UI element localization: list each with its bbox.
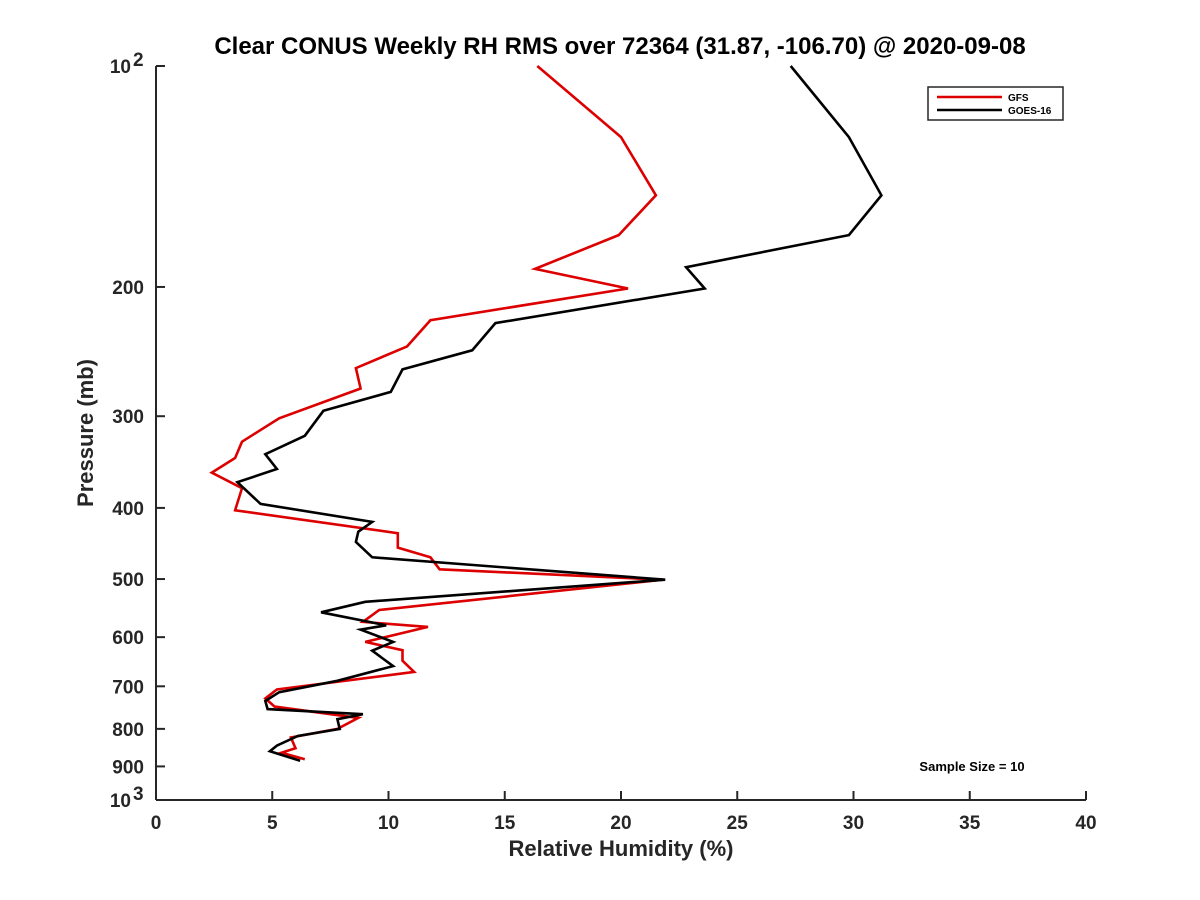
legend-box (927, 86, 1064, 121)
sample-size-annotation: Sample Size = 10 (919, 759, 1024, 774)
x-tick-label: 0 (151, 813, 162, 834)
y-tick-label: 900 (112, 757, 144, 778)
y-tick-label: 600 (112, 628, 144, 649)
series-layer (209, 65, 883, 762)
y-tick-exponent: 2 (133, 50, 144, 71)
legend-label-gfs: GFS (1008, 93, 1029, 104)
x-tick-label: 15 (494, 813, 516, 834)
series-line-goes16 (234, 65, 883, 762)
y-tick-label: 400 (112, 499, 144, 520)
legend-label-goes16: GOES-16 (1008, 106, 1052, 117)
chart-title: Clear CONUS Weekly RH RMS over 72364 (31… (214, 33, 1025, 60)
x-tick-label: 30 (843, 813, 864, 834)
y-tick-label: 800 (112, 720, 144, 741)
y-tick-label: 300 (112, 407, 144, 428)
x-tick-label: 40 (1075, 813, 1096, 834)
y-axis-label: Pressure (mb) (73, 359, 98, 507)
x-tick-label: 5 (267, 813, 278, 834)
x-axis-ticks: 0 5 10 15 20 25 30 35 40 (151, 791, 1097, 834)
y-tick-label: 10 (110, 57, 131, 78)
y-tick-label: 500 (112, 570, 144, 591)
y-tick-label: 10 (110, 791, 131, 812)
y-tick-exponent: 3 (133, 784, 144, 805)
y-tick-label: 700 (112, 677, 144, 698)
x-tick-label: 10 (378, 813, 399, 834)
x-tick-label: 25 (727, 813, 749, 834)
series-line-gfs (209, 65, 664, 761)
x-axis-label: Relative Humidity (%) (509, 836, 734, 861)
legend[interactable]: GFS GOES-16 (927, 86, 1064, 121)
y-tick-label: 200 (112, 278, 144, 299)
x-tick-label: 35 (959, 813, 981, 834)
x-tick-label: 20 (610, 813, 631, 834)
